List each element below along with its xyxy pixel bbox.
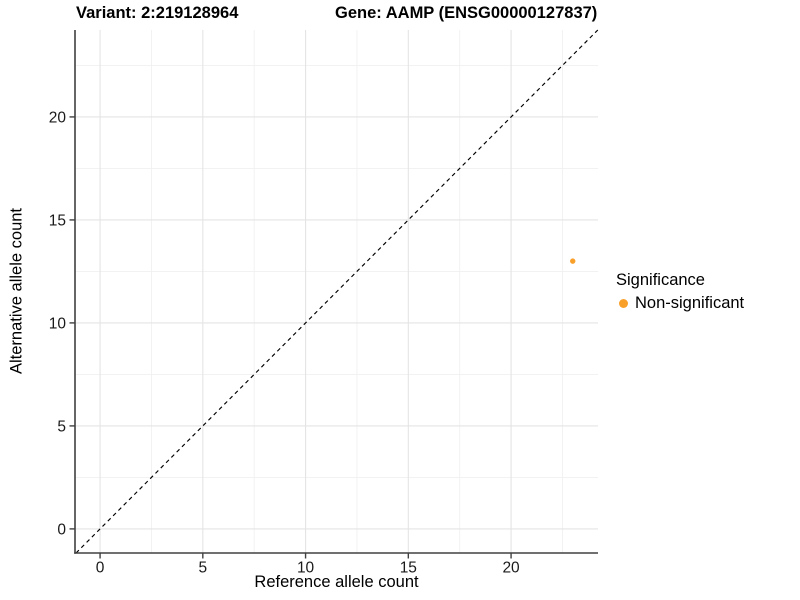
x-tick-label: 10 (297, 560, 315, 577)
y-axis-tick-labels: 0 5 10 15 20 (49, 109, 67, 538)
identity-dashed-line (75, 29, 599, 554)
data-point (570, 258, 576, 264)
legend: Significance Non-significant (616, 271, 744, 313)
legend-key-dot-icon (619, 299, 628, 308)
x-axis-tick-labels: 0 5 10 15 20 (96, 560, 520, 577)
plot-title-variant: Variant: 2:219128964 (76, 4, 239, 22)
legend-items: Non-significant (616, 294, 744, 313)
x-axis-title: Reference allele count (254, 573, 419, 591)
x-tick-label: 15 (400, 560, 417, 577)
x-tick-label: 5 (199, 560, 208, 577)
x-tick-label: 0 (96, 560, 105, 577)
legend-item-label: Non-significant (635, 294, 745, 312)
y-tick-label: 20 (49, 109, 67, 126)
data-points (570, 258, 576, 264)
y-tick-label: 5 (57, 418, 66, 435)
y-tick-label: 15 (49, 212, 66, 229)
major-gridlines (75, 30, 598, 553)
y-axis-title: Alternative allele count (7, 207, 26, 375)
x-tick-label: 20 (502, 560, 520, 577)
plot-title-gene: Gene: AAMP (ENSG00000127837) (335, 4, 598, 22)
identity-line (75, 29, 599, 554)
axes (69, 30, 598, 559)
legend-title: Significance (616, 271, 705, 289)
legend-item: Non-significant (616, 294, 744, 313)
y-tick-label: 10 (49, 315, 67, 332)
y-tick-label: 0 (57, 521, 66, 538)
